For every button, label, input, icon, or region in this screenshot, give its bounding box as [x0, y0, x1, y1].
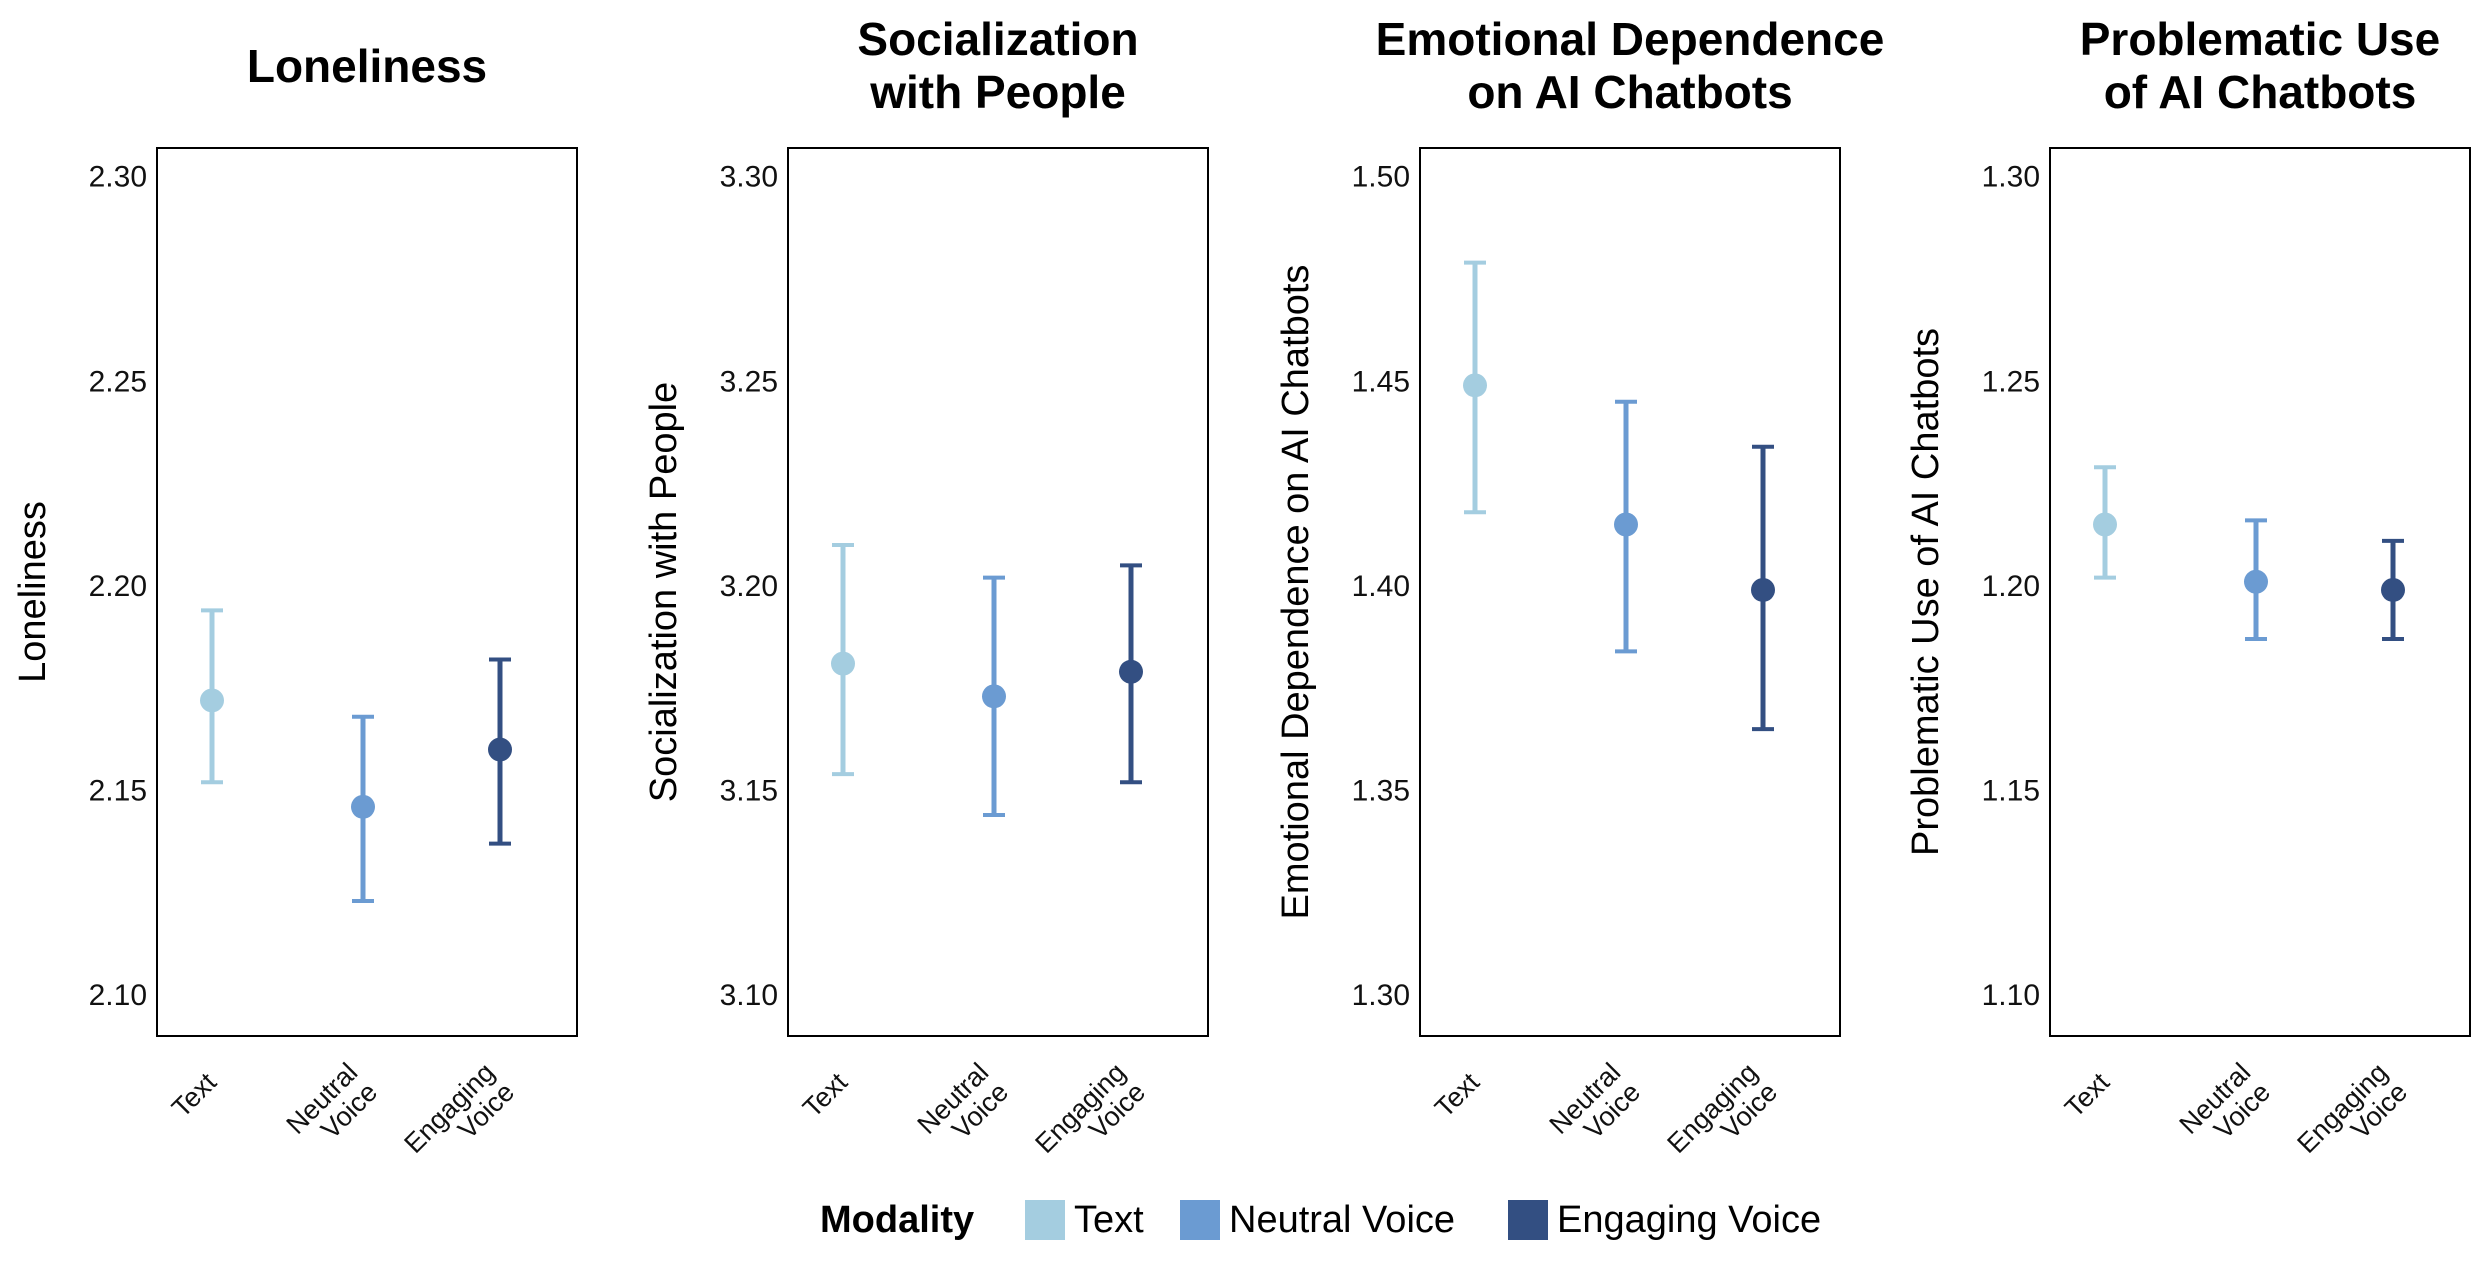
plot-frame: [1419, 147, 1841, 1037]
y-tick-label: 1.35: [1352, 774, 1410, 807]
mean-point: [1119, 659, 1143, 684]
y-tick-label: 1.20: [1982, 570, 2040, 603]
x-tick-label: Text: [797, 1067, 854, 1124]
y-tick-label: 3.15: [720, 774, 778, 807]
chart-title-line: on AI Chatbots: [1467, 66, 1792, 118]
legend-label-neutral-voice: Neutral Voice: [1229, 1199, 1455, 1241]
chart-title-line: Loneliness: [247, 40, 487, 92]
x-tick-label: EngagingVoice: [398, 1057, 520, 1179]
x-tick-label: NeutralVoice: [281, 1057, 384, 1160]
legend-swatch-text: [1025, 1200, 1065, 1240]
y-axis-label: Loneliness: [12, 501, 54, 683]
legend-label-text: Text: [1074, 1199, 1144, 1241]
y-tick-label: 1.10: [1982, 979, 2040, 1012]
x-tick-label: EngagingVoice: [1661, 1057, 1783, 1179]
y-tick-label: 1.15: [1982, 774, 2040, 807]
x-tick-label: NeutralVoice: [912, 1057, 1015, 1160]
x-tick-label: Text: [2059, 1067, 2116, 1124]
mean-point: [2381, 577, 2405, 602]
y-tick-label: 1.50: [1352, 161, 1410, 194]
legend-swatch-engaging-voice: [1508, 1200, 1548, 1240]
x-tick-label: NeutralVoice: [1544, 1057, 1647, 1160]
y-tick-label: 1.40: [1352, 570, 1410, 603]
legend-label-engaging-voice: Engaging Voice: [1557, 1199, 1821, 1241]
chart-title-line: Emotional Dependence: [1376, 13, 1885, 65]
y-axis-label: Emotional Dependence on AI Chatbots: [1275, 265, 1317, 920]
x-tick-label: EngagingVoice: [2291, 1057, 2413, 1179]
y-tick-label: 3.25: [720, 365, 778, 398]
chart-title-line: Problematic Use: [2080, 13, 2440, 65]
y-axis-label: Socialization with People: [643, 382, 685, 802]
mean-point: [831, 651, 855, 676]
y-tick-label: 1.30: [1352, 979, 1410, 1012]
y-tick-label: 2.10: [89, 979, 147, 1012]
chart-title-line: with People: [869, 66, 1126, 118]
chart-title-line: of AI Chatbots: [2104, 66, 2417, 118]
mean-point: [1463, 373, 1487, 398]
mean-point: [488, 737, 512, 762]
mean-point: [1614, 512, 1638, 537]
x-tick-label: EngagingVoice: [1029, 1057, 1151, 1179]
mean-point: [351, 794, 375, 819]
y-axis-label: Problematic Use of AI Chatbots: [1905, 328, 1947, 856]
legend-swatch-neutral-voice: [1180, 1200, 1220, 1240]
mean-point: [2244, 569, 2268, 594]
panels: Loneliness 2.10 2.15 2.20 2.25 2.30 Loneliness…: [12, 13, 2471, 1179]
y-tick-label: 1.45: [1352, 365, 1410, 398]
chart-title-line: Socialization: [857, 13, 1138, 65]
y-tick-label: 2.30: [89, 161, 147, 194]
y-tick-label: 2.20: [89, 570, 147, 603]
y-tick-label: 3.10: [720, 979, 778, 1012]
legend: Modality Text Neutral Voice Engaging Voi…: [820, 1199, 1821, 1241]
y-tick-label: 1.25: [1982, 365, 2040, 398]
x-tick-label: NeutralVoice: [2174, 1057, 2277, 1160]
plot-frame: [2049, 147, 2471, 1037]
plot-frame: [787, 147, 1209, 1037]
mean-point: [200, 688, 224, 713]
panel-1: Loneliness 2.10 2.15 2.20 2.25 2.30 Loneliness…: [12, 40, 578, 1179]
x-tick-label: Text: [166, 1067, 223, 1124]
x-tick-label: Text: [1429, 1067, 1486, 1124]
y-tick-label: 3.20: [720, 570, 778, 603]
legend-title: Modality: [820, 1199, 974, 1241]
mean-point: [2093, 512, 2117, 537]
plot-frame: [156, 147, 578, 1037]
y-tick-label: 2.15: [89, 774, 147, 807]
y-tick-label: 1.30: [1982, 161, 2040, 194]
y-tick-label: 3.30: [720, 161, 778, 194]
mean-point: [982, 684, 1006, 709]
mean-point: [1751, 577, 1775, 602]
y-tick-label: 2.25: [89, 365, 147, 398]
